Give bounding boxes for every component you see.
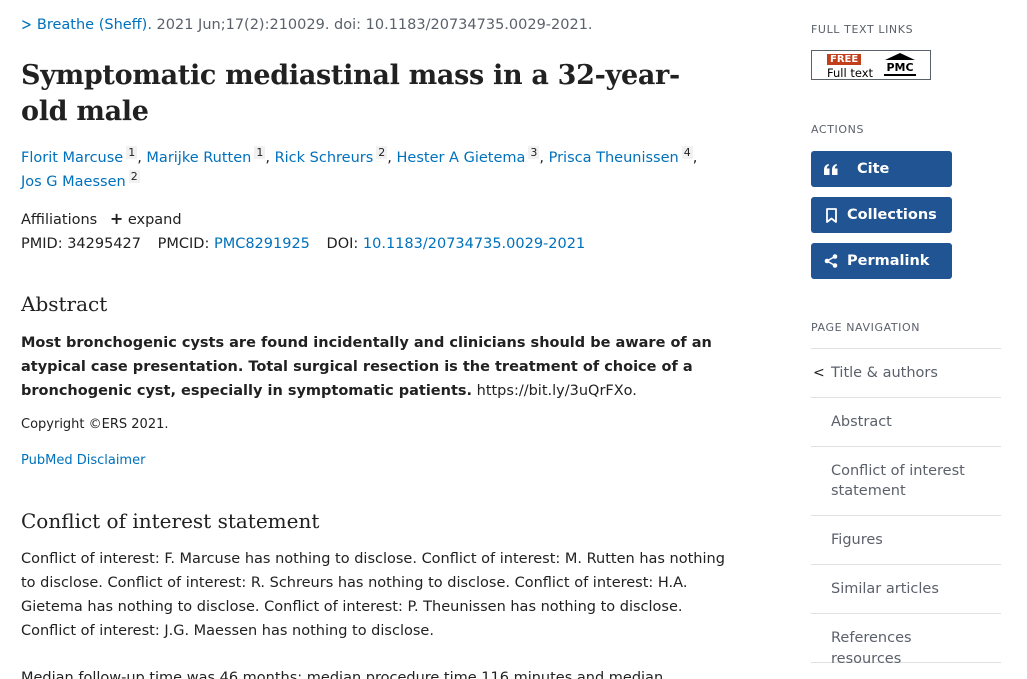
author-link[interactable]: Hester A Gietema — [396, 150, 526, 166]
pubmed-disclaimer-link[interactable]: PubMed Disclaimer — [21, 453, 146, 468]
nav-item-resources-partial[interactable]: resources — [831, 654, 902, 666]
pmid-value: 34295427 — [67, 236, 142, 252]
affiliation-ref[interactable]: 3 — [528, 146, 540, 159]
abstract-short-link: https://bit.ly/3uQrFXo. — [476, 383, 637, 399]
affiliation-ref[interactable]: 4 — [681, 146, 693, 159]
nav-item-figures[interactable]: Figures — [811, 516, 1001, 565]
expand-label: expand — [127, 212, 182, 228]
affiliation-ref[interactable]: 1 — [254, 146, 266, 159]
author-link[interactable]: Rick Schreurs — [274, 150, 374, 166]
pmid-label: PMID: — [21, 236, 63, 252]
bookmark-icon — [823, 207, 839, 223]
doi-link[interactable]: 10.1183/20734735.0029-2021 — [362, 236, 586, 252]
author-list: Florit Marcuse 1, Marijke Rutten 1, Rick S… — [21, 146, 698, 190]
coi-text: Conflict of interest: F. Marcuse has not… — [21, 551, 725, 639]
nav-item-abstract[interactable]: Abstract — [811, 398, 1001, 447]
pmc-full-text-button[interactable]: FREE Full text PMC — [811, 50, 931, 80]
nav-item-label: Figures — [831, 532, 883, 548]
pmc-logo-text: PMC — [884, 61, 916, 76]
cite-label: Cite — [857, 161, 890, 177]
plus-icon: + — [109, 209, 124, 228]
nav-item-conflict-of-interest[interactable]: Conflict of interest statement — [811, 447, 1001, 516]
coi-heading: Conflict of interest statement — [21, 509, 320, 533]
nav-item-label: Title & authors — [831, 365, 938, 381]
collections-button[interactable]: Collections — [811, 197, 952, 233]
journal-link[interactable]: Breathe (Sheff). — [36, 17, 152, 33]
full-text-links-label: FULL TEXT LINKS — [811, 23, 914, 36]
chevron-right-icon: > — [21, 15, 32, 36]
chevron-left-icon: < — [813, 365, 825, 381]
doi-label: DOI: — [326, 236, 359, 252]
article-ids: PMID: 34295427 PMCID: PMC8291925 DOI: 10… — [21, 236, 585, 252]
nav-item-label: Conflict of interest statement — [831, 463, 965, 499]
abstract-heading: Abstract — [21, 292, 108, 316]
pmcid-label: PMCID: — [157, 236, 210, 252]
nav-item-label: Abstract — [831, 414, 892, 430]
author-link[interactable]: Florit Marcuse — [21, 150, 124, 166]
cite-button[interactable]: Cite — [811, 151, 952, 187]
free-badge: FREE — [827, 54, 862, 65]
share-icon — [823, 254, 839, 268]
affiliations-label: Affiliations — [21, 212, 98, 228]
author-link[interactable]: Marijke Rutten — [146, 150, 252, 166]
abstract-text: Most bronchogenic cysts are found incide… — [21, 331, 736, 403]
quote-icon — [823, 163, 839, 175]
affiliation-ref[interactable]: 1 — [126, 146, 138, 159]
affiliation-ref[interactable]: 2 — [376, 146, 388, 159]
affiliation-ref[interactable]: 2 — [128, 170, 140, 183]
partial-text: Median follow-up time was 46 months; med… — [21, 670, 664, 679]
citation-line: > Breathe (Sheff). 2021 Jun;17(2):210029.… — [21, 15, 593, 36]
author-link[interactable]: Jos G Maessen — [21, 174, 126, 190]
nav-item-similar-articles[interactable]: Similar articles — [811, 565, 1001, 614]
affiliations-toggle[interactable]: Affiliations + expand — [21, 209, 182, 228]
abstract-bold-text: Most bronchogenic cysts are found incide… — [21, 335, 712, 399]
nav-item-label: References — [831, 630, 912, 646]
full-text-label: Full text — [827, 66, 874, 80]
permalink-label: Permalink — [847, 253, 930, 269]
copyright: Copyright ©ERS 2021. — [21, 417, 169, 432]
permalink-button[interactable]: Permalink — [811, 243, 952, 279]
author-link[interactable]: Prisca Theunissen — [548, 150, 679, 166]
actions-label: ACTIONS — [811, 123, 865, 136]
citation-details: 2021 Jun;17(2):210029. doi: 10.1183/2073… — [156, 17, 593, 33]
collections-label: Collections — [847, 207, 937, 223]
page-navigation: < Title & authors Abstract Conflict of i… — [811, 348, 1001, 663]
nav-item-references[interactable]: References — [811, 614, 1001, 663]
nav-item-label: Similar articles — [831, 581, 939, 597]
nav-item-title-authors[interactable]: < Title & authors — [811, 349, 1001, 398]
page-navigation-label: PAGE NAVIGATION — [811, 321, 921, 334]
article-title: Symptomatic mediastinal mass in a 32-yea… — [21, 60, 680, 127]
pmc-logo-icon: PMC — [884, 53, 916, 78]
pmcid-link[interactable]: PMC8291925 — [213, 236, 310, 252]
